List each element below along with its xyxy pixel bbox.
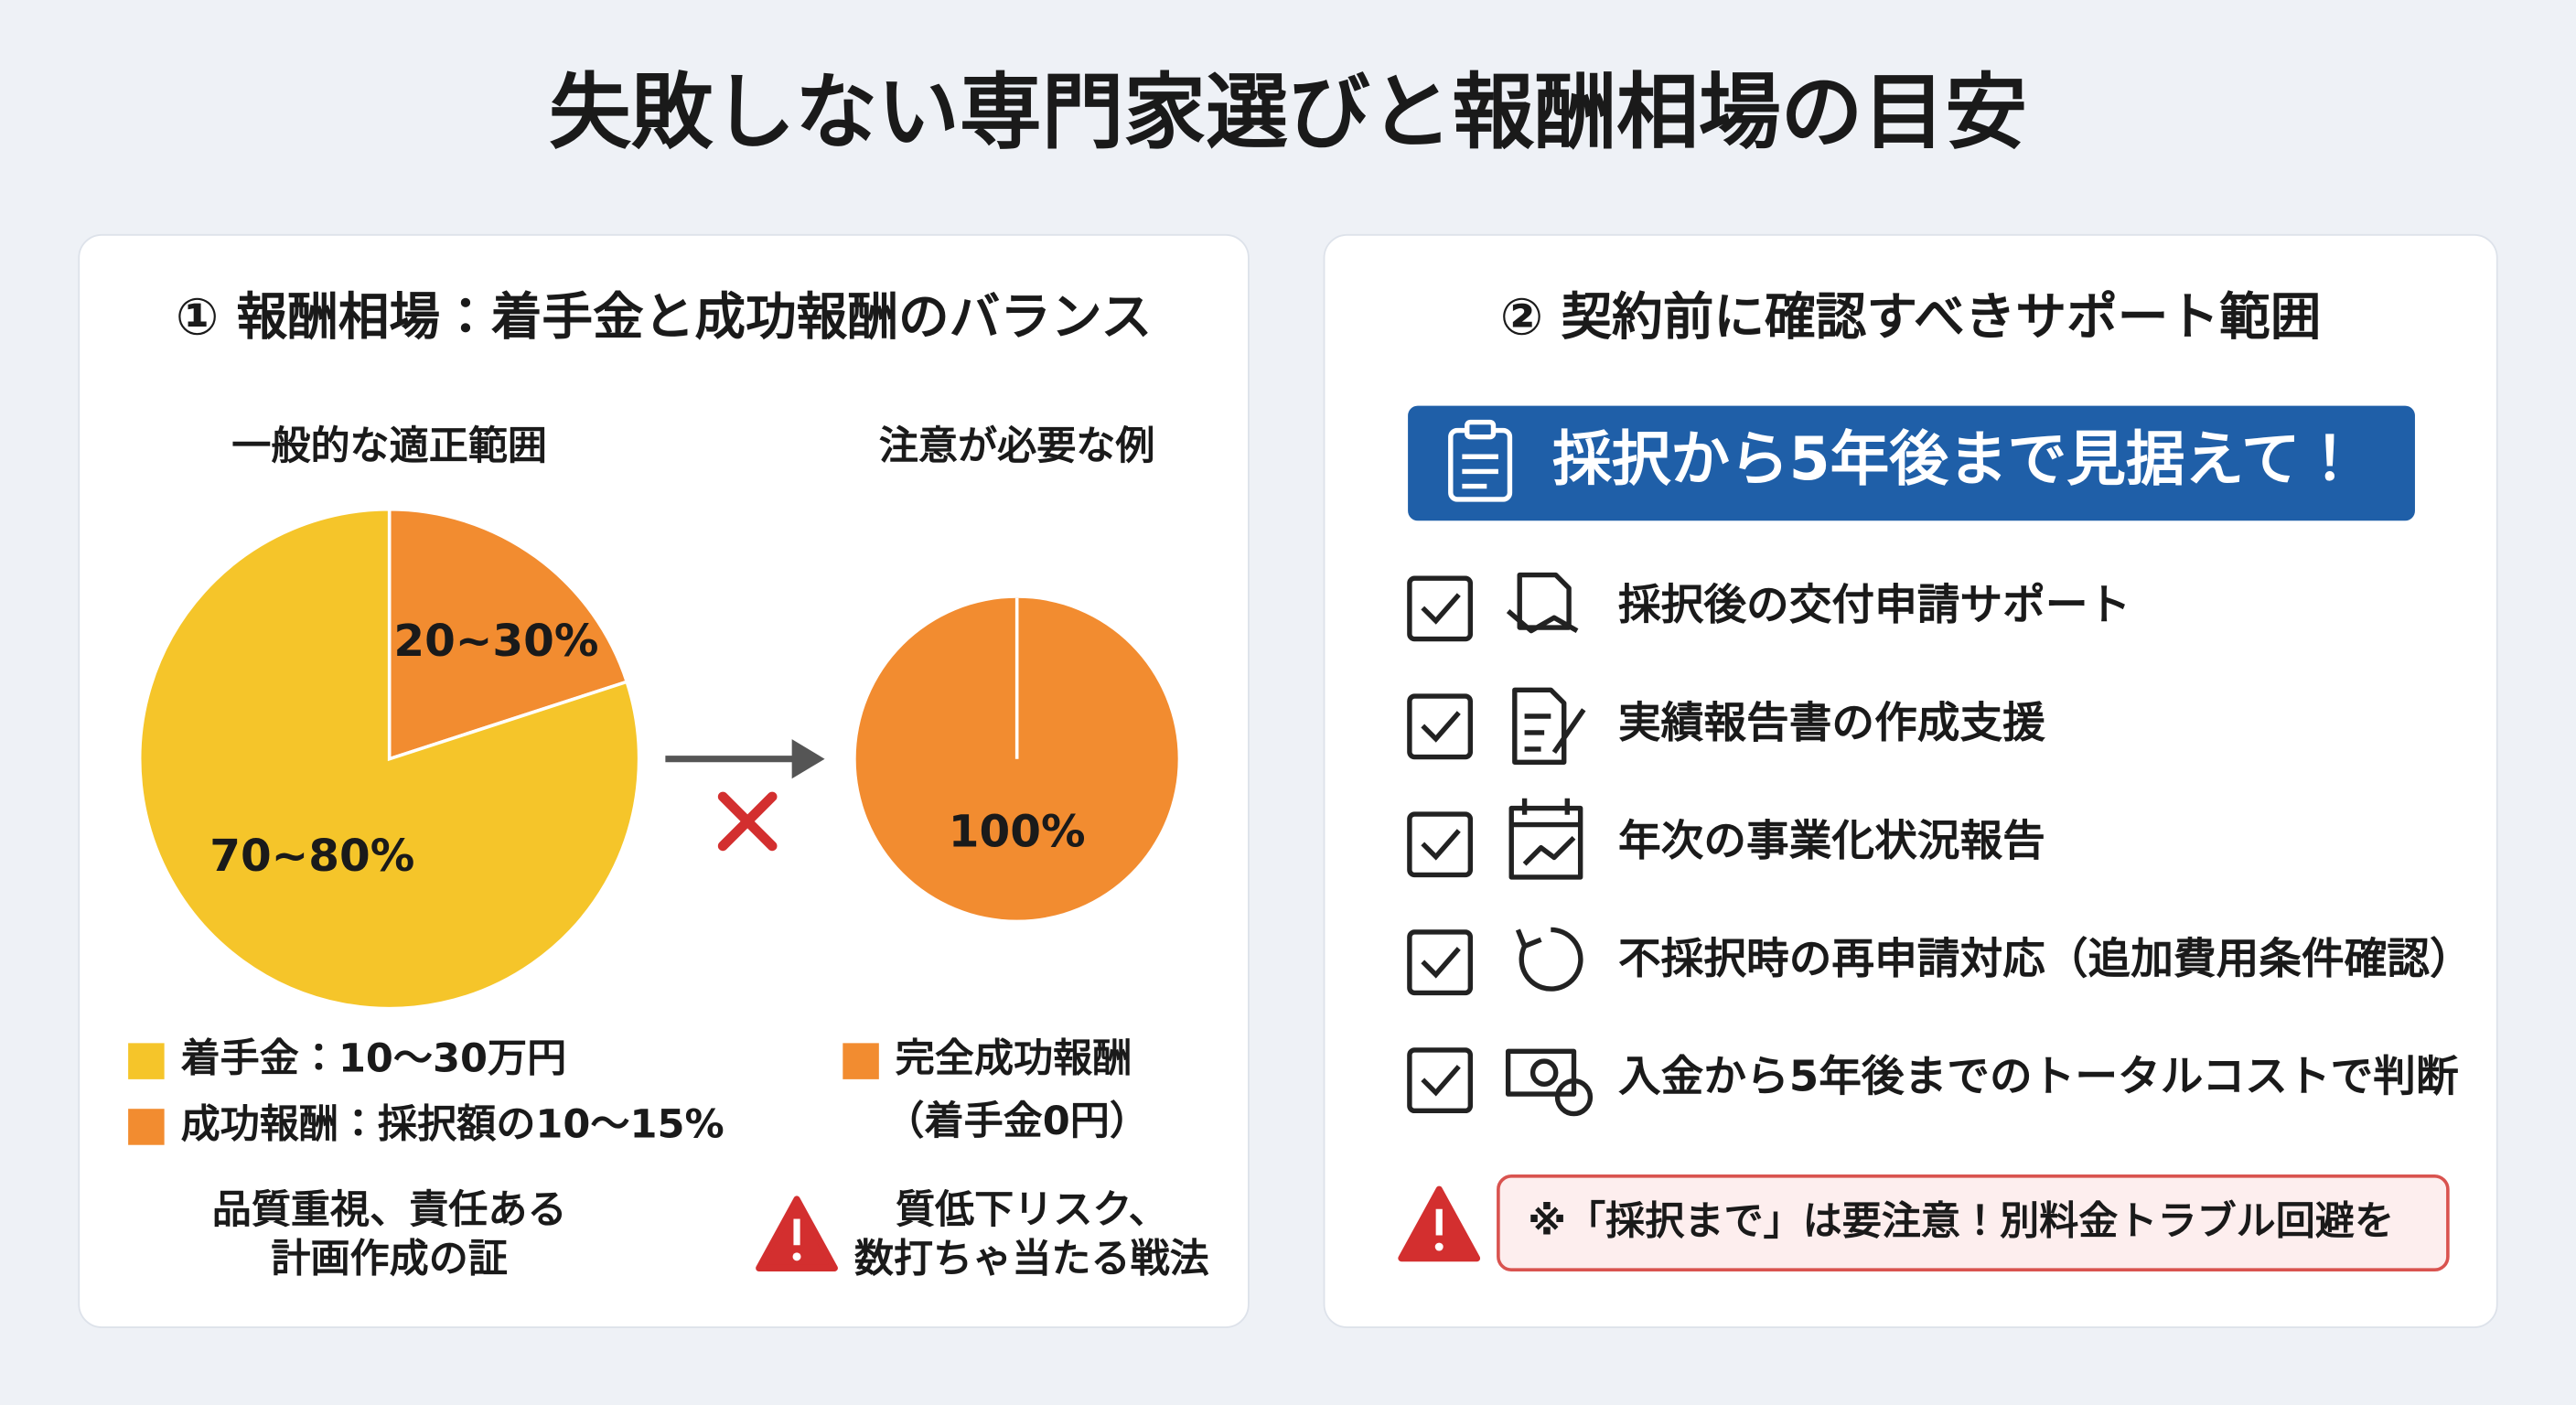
- note: 質低下リスク、: [896, 1187, 1168, 1233]
- right-panel: [1323, 233, 2498, 1328]
- checkbox: [1407, 1047, 1474, 1114]
- checkbox-box: [1407, 811, 1474, 878]
- left-panel: [78, 233, 1250, 1328]
- note: 品質重視、責任ある: [212, 1187, 567, 1233]
- page-title: 失敗しない専門家選びと報酬相場の目安: [549, 66, 2027, 161]
- legend-label: 成功報酬：採択額の10〜15%: [181, 1101, 724, 1147]
- legend-label: 着手金：10〜30万円: [181, 1036, 567, 1082]
- checkbox: [1407, 811, 1474, 878]
- clipboard-icon: [1448, 419, 1513, 502]
- banner: [1408, 405, 2415, 521]
- legend-swatch: [843, 1043, 879, 1079]
- checkbox: [1407, 575, 1474, 642]
- pie-slice: [137, 507, 641, 1011]
- legend-note: （着手金0円）: [885, 1099, 1149, 1144]
- warning-text: ※「採択まで」は要注意！別料金トラブル回避を: [1528, 1198, 2394, 1244]
- pie-caption: 一般的な適正範囲: [231, 424, 547, 469]
- warning-icon: [756, 1196, 838, 1271]
- item-icon: [1505, 1048, 1594, 1117]
- arrow: [665, 739, 825, 779]
- warning-icon: [1398, 1185, 1481, 1262]
- checkmark: [1421, 829, 1461, 861]
- checkbox-box: [1407, 575, 1474, 642]
- legend-swatch: [128, 1043, 165, 1079]
- item-icon: [1515, 927, 1583, 992]
- item-icon: [1506, 572, 1579, 634]
- note: 計画作成の証: [271, 1237, 508, 1282]
- warning-box: [1497, 1174, 2450, 1271]
- panel-heading: ① 報酬相場：着手金と成功報酬のバランス: [176, 287, 1152, 347]
- checkmark: [1421, 593, 1461, 625]
- slice-label: 20~30%: [393, 616, 598, 667]
- panel-heading: ② 契約前に確認すべきサポート範囲: [1500, 287, 2321, 347]
- pie-caption: 注意が必要な例: [879, 424, 1155, 469]
- item-icon: [1508, 798, 1583, 880]
- checklist-item: 入金から5年後までのトータルコストで判断: [1618, 1053, 2459, 1102]
- checkbox-box: [1407, 1047, 1474, 1114]
- checklist-item: 採択後の交付申請サポート: [1618, 581, 2131, 630]
- slice-label: 100%: [949, 806, 1086, 857]
- checkmark: [1421, 711, 1461, 743]
- slice-label: 70~80%: [209, 831, 414, 882]
- checkbox-box: [1407, 929, 1474, 996]
- checklist-item: 実績報告書の作成支援: [1618, 699, 2045, 748]
- checklist-item: 不採択時の再申請対応（追加費用条件確認）: [1618, 935, 2473, 984]
- checklist-item: 年次の事業化状況報告: [1618, 817, 2045, 866]
- legend-swatch: [128, 1109, 165, 1145]
- pie-slice: [387, 507, 629, 762]
- checkbox: [1407, 929, 1474, 996]
- checkmark: [1421, 1065, 1461, 1097]
- checkbox-box: [1407, 693, 1474, 760]
- banner-text: 採択から5年後まで見据えて！: [1552, 425, 2359, 494]
- note: 数打ちゃ当たる戦法: [854, 1237, 1209, 1282]
- legend-note-group: （着手金0円）: [885, 1099, 1149, 1144]
- checkbox: [1407, 693, 1474, 760]
- legend-label: 完全成功報酬: [896, 1036, 1132, 1082]
- checkmark: [1421, 947, 1461, 979]
- item-icon: [1512, 687, 1586, 765]
- cross-icon: [717, 791, 778, 852]
